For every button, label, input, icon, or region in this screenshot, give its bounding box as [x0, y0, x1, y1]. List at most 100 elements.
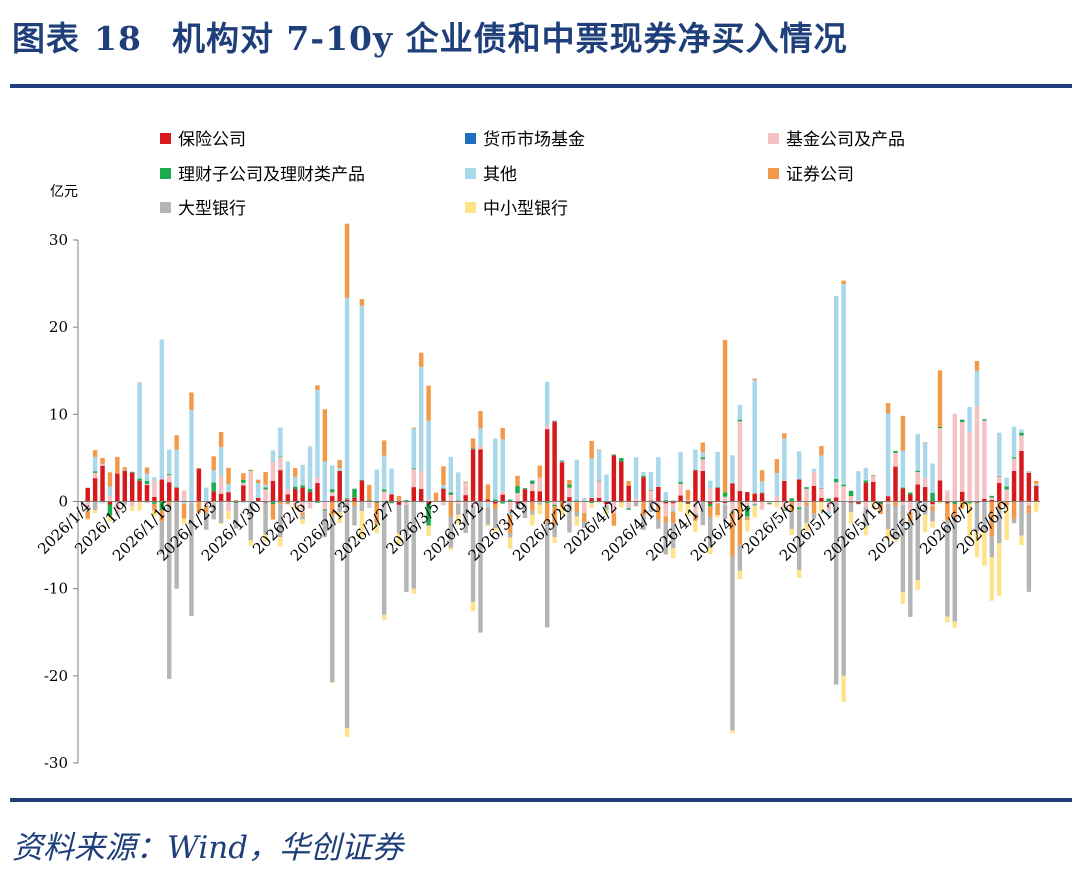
bar-s2-d43: [404, 502, 409, 505]
bar-s6-d63: [552, 524, 557, 538]
bar-s3-d96: [796, 507, 802, 510]
bar-s3-d26: [278, 456, 283, 458]
bar-s4-d2: [100, 501, 105, 504]
bar-s6-d125: [1011, 518, 1017, 524]
bar-s4-d41: [389, 468, 394, 495]
bar-s7-d97: [804, 522, 809, 532]
bar-s0-d52: [470, 449, 476, 502]
bar-s7-d3: [107, 515, 113, 522]
bar-s0-d6: [129, 472, 135, 502]
bar-s7-d60: [530, 514, 535, 526]
bar-s6-d113: [922, 501, 928, 515]
bar-s3-d35: [344, 498, 350, 500]
bar-s0-d114: [930, 501, 935, 505]
bar-s4-d79: [670, 508, 676, 512]
bar-s4-d110: [900, 450, 906, 488]
bar-s4-d59: [522, 505, 528, 507]
bar-s7-d78: [663, 554, 668, 555]
bar-s5-d92: [767, 503, 772, 505]
bar-s6-d61: [537, 502, 542, 505]
bar-s5-d67: [582, 513, 587, 522]
bar-s0-d27: [285, 494, 291, 502]
bar-s3-d57: [507, 499, 513, 502]
bar-s2-d34: [337, 501, 342, 504]
bar-s6-d8: [144, 501, 150, 503]
bar-s3-d127: [1026, 505, 1032, 507]
bar-s3-d41: [389, 501, 394, 504]
bar-s5-d53: [478, 411, 483, 429]
bar-s3-d104: [856, 503, 861, 505]
bar-s0-d10: [159, 479, 165, 502]
bar-s7-d52: [470, 602, 476, 612]
bar-s4-d124: [1004, 477, 1009, 487]
bar-s4-d88: [737, 404, 743, 420]
bar-s2-d8: [144, 483, 150, 485]
legend-swatch-2: [768, 133, 779, 144]
bar-s2-d126: [1019, 435, 1024, 451]
bar-s3-d44: [411, 468, 417, 470]
bar-s2-d30: [307, 501, 313, 509]
legend-label-2: 基金公司及产品: [786, 130, 905, 150]
bar-s3-d121: [982, 419, 987, 421]
bar-s5-d93: [774, 459, 780, 474]
bar-s3-d95: [789, 498, 794, 502]
bar-s3-d111: [908, 492, 913, 495]
bar-s5-d14: [189, 392, 194, 410]
bar-s3-d51: [463, 481, 468, 483]
bar-s0-d15: [196, 468, 202, 502]
bar-s7-d72: [619, 502, 624, 508]
bar-s5-d13: [181, 503, 187, 519]
bar-s6-d77: [656, 519, 661, 529]
bar-s5-d95: [789, 501, 794, 512]
bar-s4-d16: [204, 487, 209, 502]
bar-s0-d53: [478, 449, 483, 502]
bar-s0-d21: [241, 485, 246, 502]
bar-s7-d55: [493, 528, 498, 532]
bar-s3-d55: [493, 499, 498, 502]
bar-s6-d103: [848, 502, 854, 512]
bar-s2-d57: [507, 501, 513, 513]
bar-s5-d36: [352, 501, 357, 506]
bar-s3-d72: [619, 458, 624, 462]
y-tick-label-0: 0: [58, 493, 68, 511]
bar-s0-d120: [974, 501, 980, 503]
bar-s6-d65: [567, 502, 572, 533]
bar-s6-d5: [122, 501, 127, 505]
bar-s6-d105: [863, 507, 869, 527]
bar-s5-d102: [841, 280, 846, 285]
bar-s5-d34: [337, 460, 342, 469]
bar-s5-d40: [381, 440, 387, 456]
bar-s4-d126: [1019, 429, 1024, 433]
bar-s3-d66: [574, 500, 580, 502]
bar-s4-d11: [167, 449, 172, 475]
bar-s3-d92: [767, 502, 772, 504]
bar-s4-d62: [544, 381, 550, 426]
bar-s7-d108: [885, 529, 891, 540]
bar-s3-d110: [900, 487, 906, 489]
bar-s7-d96: [796, 570, 802, 578]
bar-s7-d66: [574, 516, 580, 526]
bar-s6-d43: [404, 504, 409, 592]
bar-s2-d111: [908, 501, 913, 513]
bar-s2-d50: [456, 501, 461, 505]
bar-s0-d81: [685, 501, 691, 504]
bar-s5-d63: [552, 506, 557, 525]
bar-s5-d0: [85, 510, 90, 519]
bar-s3-d115: [937, 426, 943, 429]
bar-s2-d58: [515, 493, 520, 502]
bar-s5-d117: [952, 503, 957, 518]
bar-s6-d121: [982, 501, 987, 531]
bar-s0-d104: [856, 501, 861, 504]
bar-s5-d123: [997, 501, 1002, 509]
bar-s0-d26: [278, 470, 283, 502]
bar-s2-d78: [663, 503, 668, 517]
bar-s4-d96: [796, 451, 802, 480]
bar-s3-d43: [404, 500, 409, 502]
bar-s5-d98: [811, 501, 817, 514]
bar-s4-d100: [826, 511, 832, 515]
bar-s2-d60: [530, 483, 535, 492]
bar-s3-d71: [611, 454, 617, 456]
bar-s4-d36: [352, 488, 357, 490]
bar-s5-d97: [804, 502, 809, 506]
bar-s5-d58: [515, 475, 520, 487]
